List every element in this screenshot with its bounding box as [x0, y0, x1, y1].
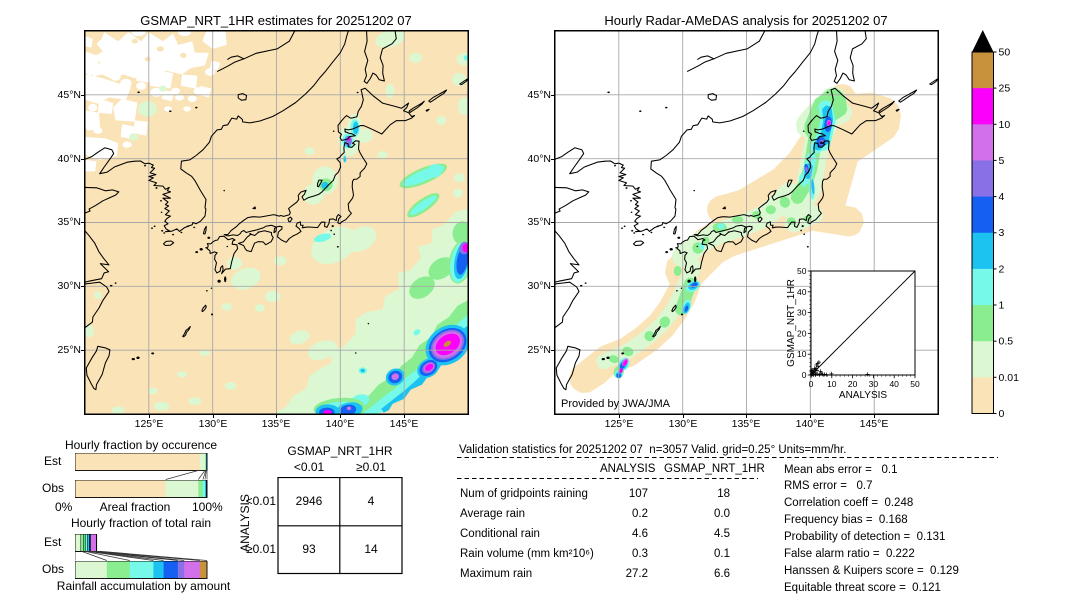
svg-text:10: 10 — [827, 379, 837, 389]
svg-text:1: 1 — [998, 300, 1004, 312]
svg-text:20: 20 — [847, 379, 857, 389]
svg-text:10: 10 — [797, 349, 807, 359]
svg-text:50: 50 — [797, 266, 807, 276]
svg-text:25: 25 — [998, 83, 1010, 95]
svg-text:30: 30 — [868, 379, 878, 389]
svg-text:50: 50 — [910, 379, 920, 389]
svg-text:4: 4 — [998, 191, 1004, 203]
svg-text:0: 0 — [801, 370, 806, 380]
svg-text:10: 10 — [998, 119, 1010, 131]
svg-text:20: 20 — [797, 328, 807, 338]
svg-text:40: 40 — [889, 379, 899, 389]
svg-text:3: 3 — [998, 227, 1004, 239]
svg-text:30: 30 — [797, 307, 807, 317]
svg-text:0.5: 0.5 — [998, 336, 1013, 348]
svg-text:ANALYSIS: ANALYSIS — [838, 390, 886, 401]
svg-text:40: 40 — [797, 286, 807, 296]
svg-text:50: 50 — [998, 47, 1010, 59]
svg-text:2: 2 — [998, 263, 1004, 275]
svg-text:0.01: 0.01 — [998, 372, 1019, 384]
svg-text:0: 0 — [998, 408, 1004, 420]
svg-text:GSMAP_NRT_1HR: GSMAP_NRT_1HR — [786, 279, 797, 367]
svg-text:5: 5 — [998, 155, 1004, 167]
svg-text:0: 0 — [808, 379, 813, 389]
